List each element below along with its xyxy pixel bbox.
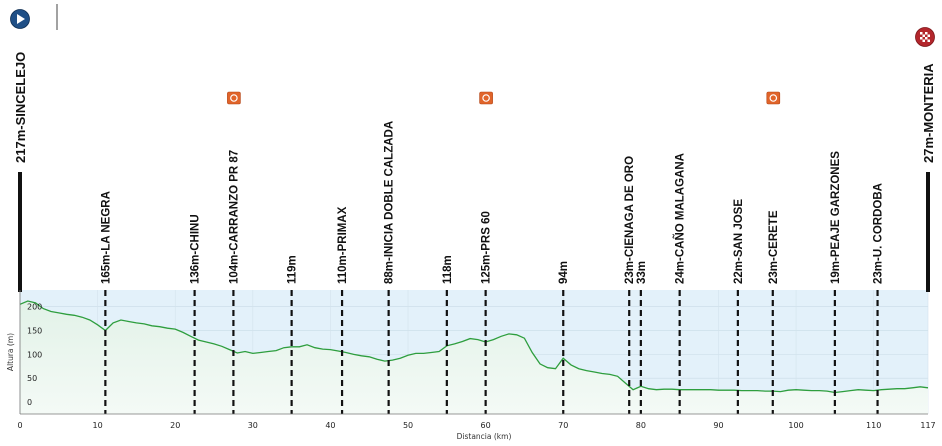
- waypoint-label: 119m: [287, 255, 299, 284]
- flag-icon-square: [920, 37, 923, 40]
- waypoint-label: 110m-PRIMAX: [337, 206, 349, 284]
- play-icon: [10, 9, 30, 29]
- waypoint-labels: 165m-LA NEGRA 136m-CHINU 104m-CARRANZO PR …: [13, 52, 936, 284]
- x-tick-label: 10: [93, 421, 103, 430]
- waypoint-label: 104m-CARRANZO PR 87: [228, 150, 240, 284]
- waypoint-label: 88m-INICIA DOBLE CALZADA: [384, 121, 396, 284]
- flag-icon-square: [927, 39, 930, 42]
- waypoint-markers: [18, 172, 930, 414]
- flag-icon-square: [922, 34, 925, 37]
- flag-icon-square: [920, 32, 923, 35]
- finish-label: 27m-MONTERIA: [921, 63, 936, 163]
- sprint-icon: [479, 91, 493, 105]
- elevation-fill: [20, 301, 928, 414]
- x-tick-label: 40: [325, 421, 335, 430]
- sprint-icon-mark: [230, 94, 238, 102]
- waypoint-label: 165m-LA NEGRA: [100, 191, 112, 284]
- x-tick-label: 80: [636, 421, 646, 430]
- sprint-icon-bg: [766, 91, 781, 105]
- icons: [10, 4, 935, 47]
- waypoint-label: 24m-CAÑO MALAGANA: [674, 153, 687, 284]
- flag-icon-square: [925, 37, 928, 40]
- waypoint-label: 94m: [558, 261, 570, 284]
- waypoint-label: 118m: [442, 255, 454, 284]
- waypoint-label: 136m-CHINU: [190, 214, 202, 284]
- sprint-icon: [227, 91, 241, 105]
- checkered-flag-icon: [915, 27, 935, 47]
- y-tick-label: 100: [27, 350, 42, 359]
- x-tick-label: 90: [713, 421, 723, 430]
- waypoint-label: 23m-CERETE: [768, 210, 780, 284]
- y-axis-title: Altura (m): [6, 333, 15, 371]
- waypoint-label: 23m-U. CORDOBA: [873, 183, 885, 284]
- flag-icon-square: [927, 34, 930, 37]
- elevation-line: [19, 300, 929, 394]
- sprint-icon: [766, 91, 781, 105]
- flag-icon-square: [922, 39, 925, 42]
- waypoint-label: 19m-PEAJE GARZONES: [830, 151, 842, 284]
- axes: 0 10 20 30 40 50 60 70 80 90 100 110 117 0 50 100 150 200…: [6, 290, 936, 441]
- elevation-area: [19, 300, 929, 414]
- x-tick-label: 110: [866, 421, 881, 430]
- y-tick-label: 200: [27, 303, 42, 312]
- x-tick-label: 30: [248, 421, 258, 430]
- flag-icon-square: [925, 32, 928, 35]
- waypoint-label: 33m: [636, 261, 648, 284]
- y-tick-label: 0: [27, 398, 32, 407]
- sprint-icon-mark: [482, 94, 490, 102]
- y-tick-label: 50: [27, 374, 37, 383]
- x-axis-title: Distancia (km): [457, 432, 512, 441]
- sprint-icon-mark: [769, 94, 778, 102]
- sprint-icon-bg: [479, 91, 493, 105]
- start-label: 217m-SINCELEJO: [13, 52, 28, 163]
- x-tick-label: 117: [920, 421, 935, 430]
- x-tick-label: 0: [17, 421, 22, 430]
- x-tick-label: 50: [403, 421, 413, 430]
- waypoint-label: 22m-SAN JOSE: [733, 199, 745, 284]
- waypoint-label: 23m-CIENAGA DE ORO: [624, 156, 636, 284]
- x-tick-label: 60: [481, 421, 491, 430]
- x-tick-label: 20: [170, 421, 180, 430]
- sprint-icon-bg: [227, 91, 241, 105]
- waypoint-label: 125m-PRS 60: [481, 211, 493, 284]
- x-tick-label: 100: [788, 421, 803, 430]
- play-icon-triangle: [17, 14, 25, 24]
- y-tick-label: 150: [27, 327, 42, 336]
- x-tick-label: 70: [558, 421, 568, 430]
